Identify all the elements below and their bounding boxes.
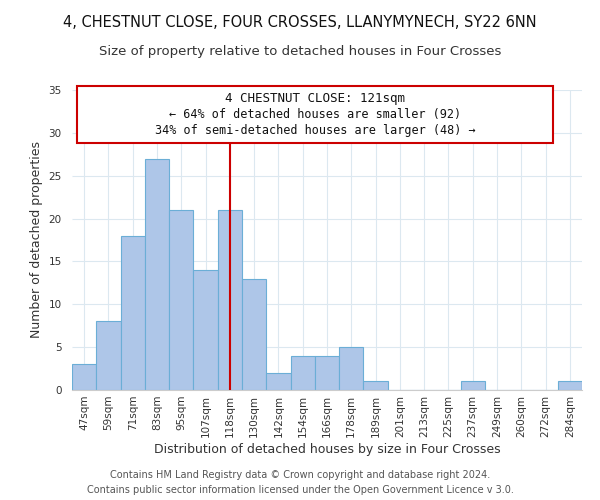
Bar <box>364 382 388 390</box>
Bar <box>339 347 364 390</box>
Bar <box>242 278 266 390</box>
Bar <box>121 236 145 390</box>
Text: 34% of semi-detached houses are larger (48) →: 34% of semi-detached houses are larger (… <box>155 124 475 137</box>
Bar <box>290 356 315 390</box>
Text: 4, CHESTNUT CLOSE, FOUR CROSSES, LLANYMYNECH, SY22 6NN: 4, CHESTNUT CLOSE, FOUR CROSSES, LLANYMY… <box>63 15 537 30</box>
Bar <box>315 356 339 390</box>
Bar <box>96 322 121 390</box>
Text: ← 64% of detached houses are smaller (92): ← 64% of detached houses are smaller (92… <box>169 108 461 121</box>
Bar <box>193 270 218 390</box>
Text: 4 CHESTNUT CLOSE: 121sqm: 4 CHESTNUT CLOSE: 121sqm <box>225 92 405 105</box>
Bar <box>169 210 193 390</box>
Bar <box>218 210 242 390</box>
Y-axis label: Number of detached properties: Number of detached properties <box>30 142 43 338</box>
Bar <box>266 373 290 390</box>
Bar <box>145 158 169 390</box>
Bar <box>558 382 582 390</box>
X-axis label: Distribution of detached houses by size in Four Crosses: Distribution of detached houses by size … <box>154 442 500 456</box>
Text: Size of property relative to detached houses in Four Crosses: Size of property relative to detached ho… <box>99 45 501 58</box>
Bar <box>461 382 485 390</box>
FancyBboxPatch shape <box>77 86 553 143</box>
Bar <box>72 364 96 390</box>
Text: Contains HM Land Registry data © Crown copyright and database right 2024.
Contai: Contains HM Land Registry data © Crown c… <box>86 470 514 495</box>
